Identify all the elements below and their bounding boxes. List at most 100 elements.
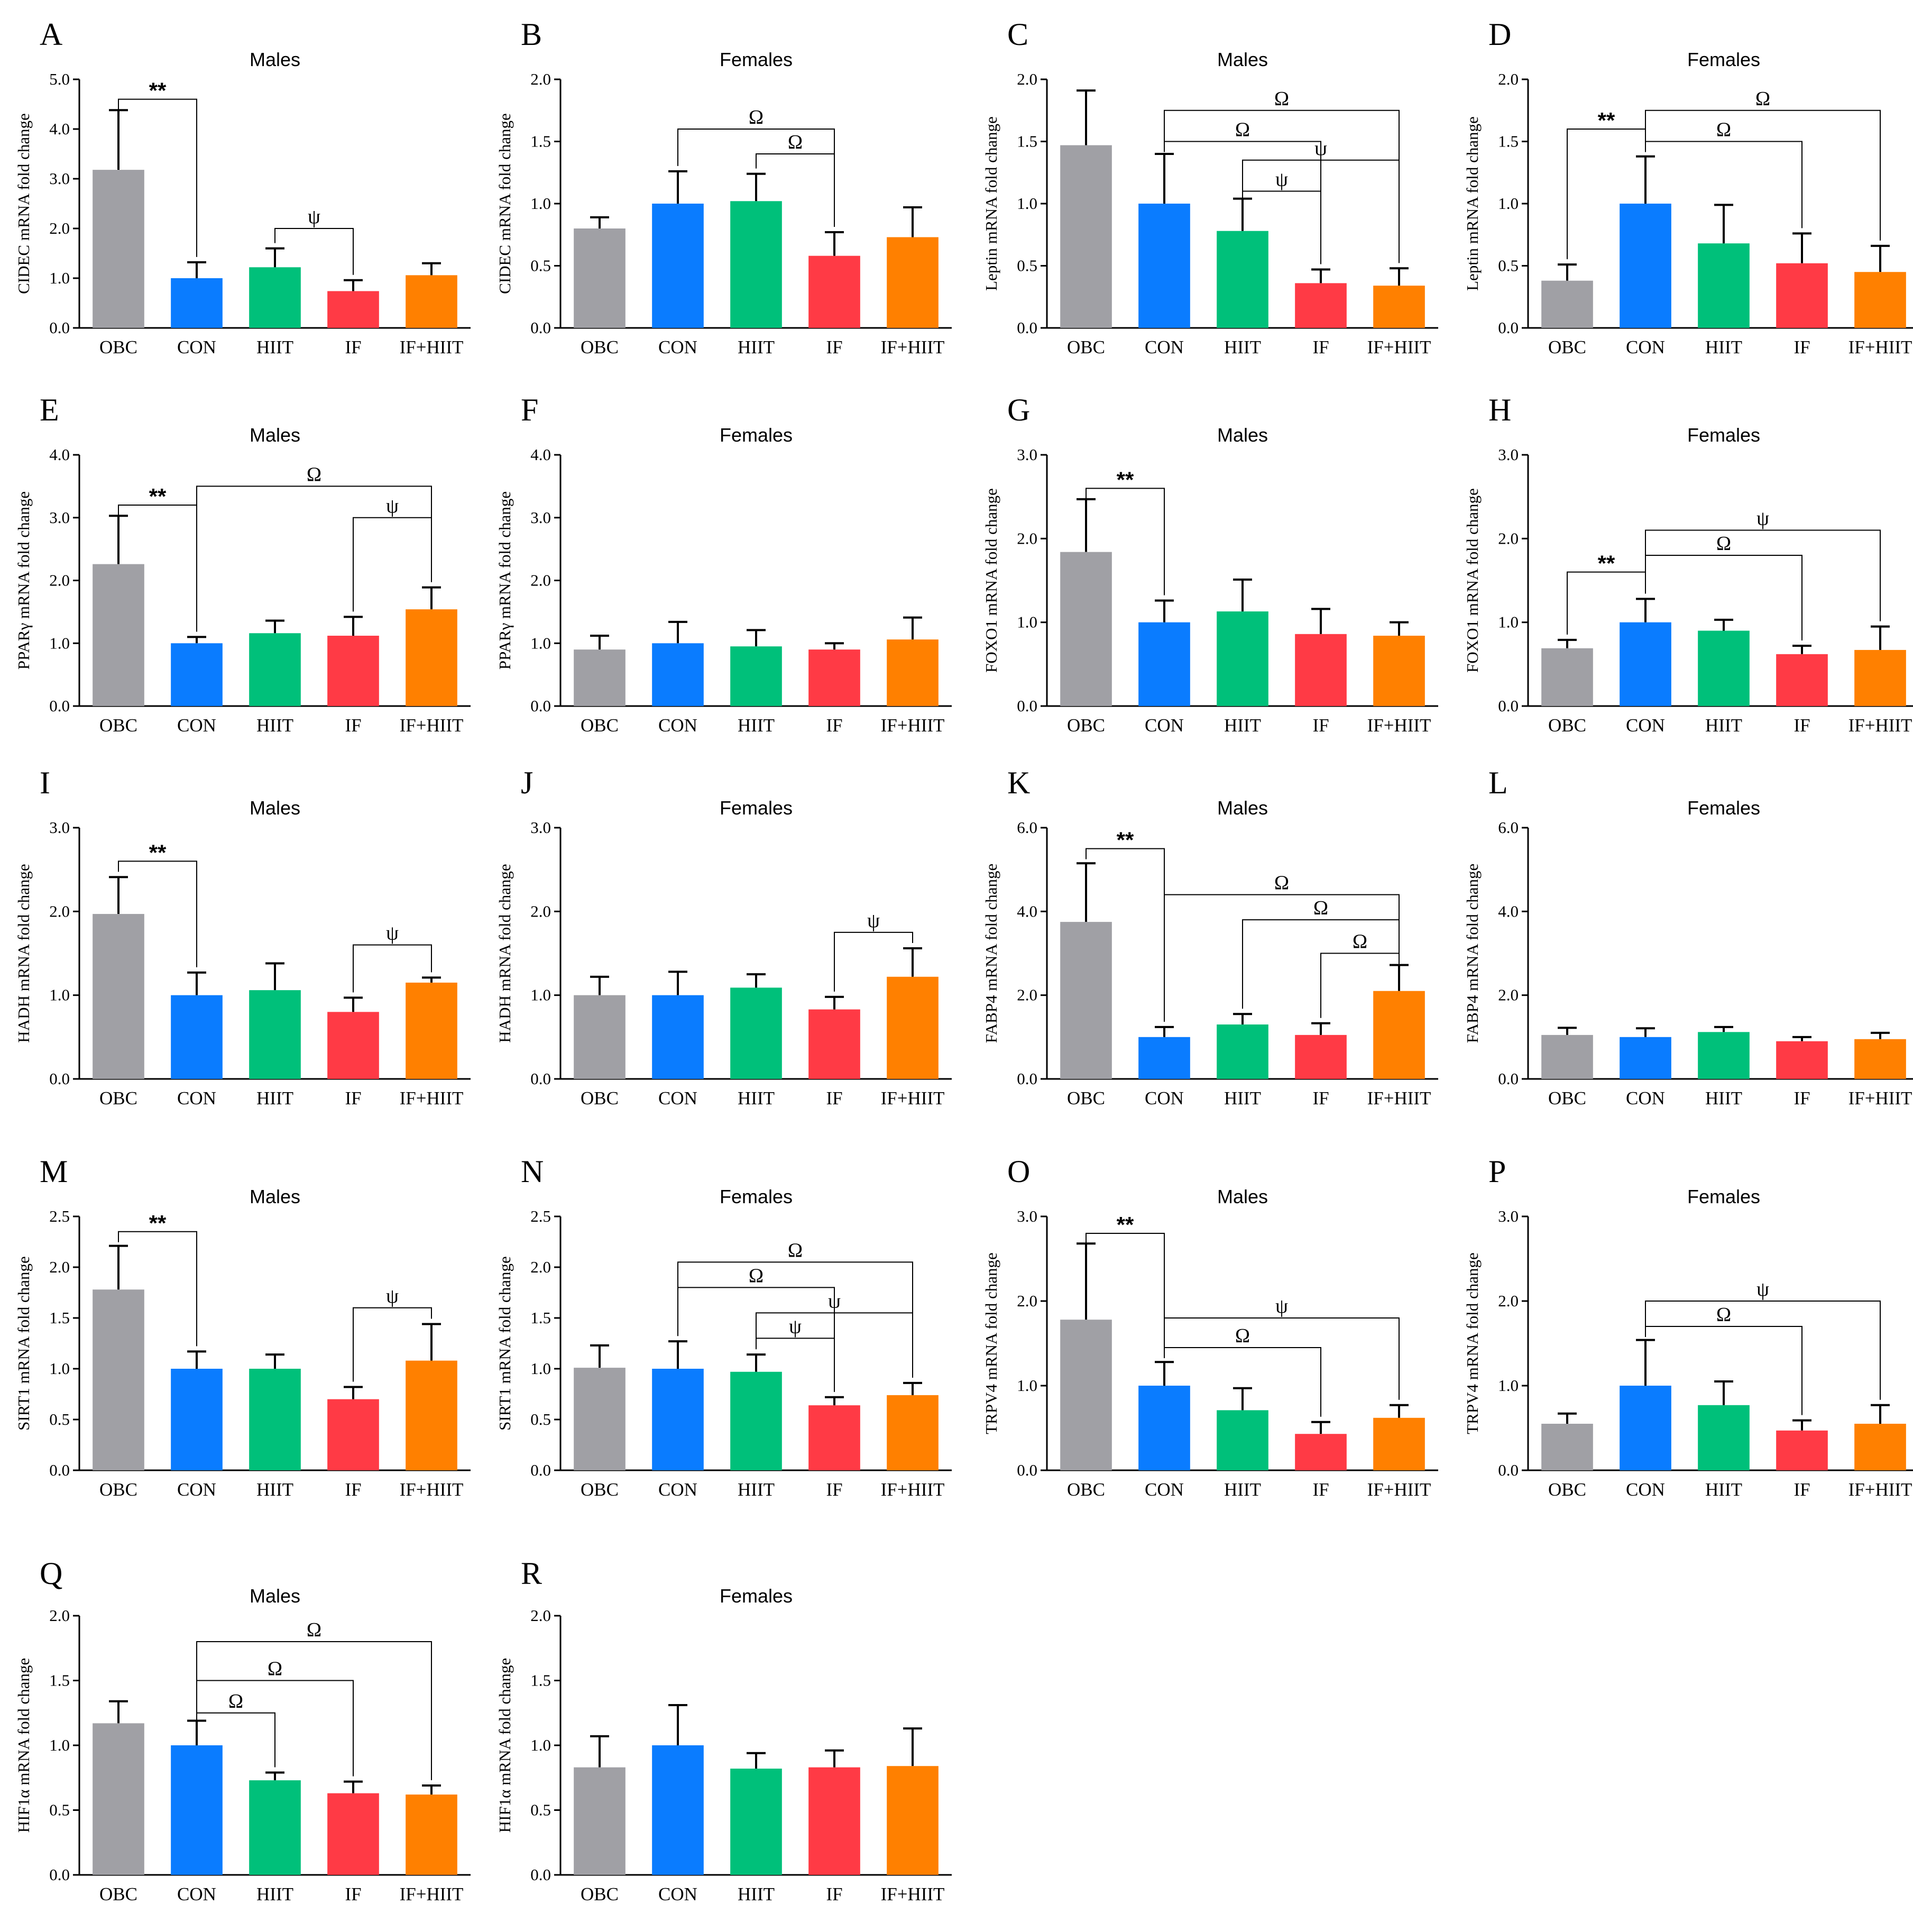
significance-symbol: ψ xyxy=(867,910,880,932)
bar-con xyxy=(652,204,704,328)
y-tick-label: 1.5 xyxy=(49,1671,70,1690)
y-tick-label: 3.0 xyxy=(530,508,551,527)
significance-bracket xyxy=(1645,1301,1881,1400)
bar-hiit xyxy=(1698,1405,1750,1470)
bar-if xyxy=(1776,1041,1828,1079)
y-tick-label: 2.0 xyxy=(530,1258,551,1276)
y-tick-label: 4.0 xyxy=(49,120,70,138)
bar-if xyxy=(808,1767,860,1875)
bar-obc xyxy=(1541,1034,1593,1079)
x-tick-label: CON xyxy=(177,1884,216,1904)
panel-letter: G xyxy=(1007,392,1030,427)
x-tick-label: CON xyxy=(177,1088,216,1109)
y-tick-label: 0.5 xyxy=(49,1410,70,1429)
bar-hiit xyxy=(730,646,782,706)
y-tick-label: 5.0 xyxy=(49,70,70,88)
y-tick-label: 1.0 xyxy=(49,1736,70,1754)
bar-con xyxy=(652,1369,704,1470)
significance-symbol: ψ xyxy=(308,206,320,228)
y-axis-label: HIF1α mRNA fold change xyxy=(14,1658,33,1833)
x-tick-label: IF xyxy=(1312,1479,1329,1500)
panel-letter: J xyxy=(521,765,533,800)
significance-bracket xyxy=(118,98,197,257)
significance-symbol: ** xyxy=(149,78,167,103)
bar-if+hiit xyxy=(1373,636,1425,706)
x-tick-label: HIIT xyxy=(1224,1088,1261,1109)
bar-obc xyxy=(1541,648,1593,706)
x-tick-label: CON xyxy=(1145,337,1184,358)
y-tick-label: 1.5 xyxy=(530,1671,551,1690)
panel-title: Males xyxy=(250,49,300,70)
panel-letter: K xyxy=(1007,765,1030,800)
panel-title: Females xyxy=(720,49,793,70)
bar-obc xyxy=(1541,280,1593,328)
significance-symbol: ** xyxy=(149,484,167,509)
panel-E: E Males PPARγ mRNA fold change 0.0 1.0 2.0 3.0… xyxy=(14,392,471,736)
bar-if+hiit xyxy=(1854,649,1906,706)
x-tick-label: HIIT xyxy=(738,1479,775,1500)
y-tick-label: 1.0 xyxy=(530,986,551,1004)
panel-M: M Males SIRT1 mRNA fold change 0.0 0.5 1.0 1.5… xyxy=(14,1154,471,1500)
y-tick-label: 1.0 xyxy=(49,986,70,1004)
y-tick-label: 0.0 xyxy=(49,1865,70,1884)
panel-letter: L xyxy=(1488,765,1508,800)
bar-obc xyxy=(93,1723,144,1875)
x-tick-label: OBC xyxy=(99,1884,137,1904)
y-tick-label: 2.0 xyxy=(530,902,551,920)
x-tick-label: HIIT xyxy=(256,1479,293,1500)
significance-symbol: ψ xyxy=(386,922,399,945)
y-axis-label: Leptin mRNA fold change xyxy=(1463,116,1482,291)
y-tick-label: 4.0 xyxy=(49,445,70,464)
bar-if+hiit xyxy=(406,1360,457,1470)
panel-H: H Females FOXO1 mRNA fold change 0.0 1.0 2.0 3… xyxy=(1463,392,1913,736)
significance-symbol: Ω xyxy=(1274,88,1289,110)
bar-hiit xyxy=(730,1371,782,1470)
bar-if+hiit xyxy=(1373,286,1425,328)
significance-bracket xyxy=(1242,159,1400,263)
y-tick-label: 1.5 xyxy=(530,1308,551,1327)
x-tick-label: IF xyxy=(1312,1088,1329,1109)
significance-symbol: ψ xyxy=(1275,1295,1288,1317)
x-tick-label: OBC xyxy=(1548,337,1586,358)
y-tick-label: 1.0 xyxy=(1017,613,1037,631)
x-tick-label: HIIT xyxy=(1224,715,1261,736)
x-tick-label: IF+HIIT xyxy=(1367,1088,1431,1109)
bar-obc xyxy=(574,228,626,328)
bar-hiit xyxy=(730,1769,782,1875)
bar-hiit xyxy=(1217,611,1268,706)
y-axis-label: FOXO1 mRNA fold change xyxy=(1463,488,1482,673)
panel-letter: M xyxy=(40,1154,68,1189)
significance-symbol: Ω xyxy=(228,1690,243,1713)
x-tick-label: IF xyxy=(345,337,361,358)
y-tick-label: 2.0 xyxy=(1017,986,1037,1004)
significance-bracket xyxy=(1645,1326,1802,1415)
bar-if xyxy=(808,649,860,706)
bar-obc xyxy=(574,1767,626,1875)
panel-P: P Females TRPV4 mRNA fold change 0.0 1.0 2.0 3… xyxy=(1463,1154,1913,1500)
panel-title: Males xyxy=(1217,49,1268,70)
y-tick-label: 3.0 xyxy=(530,818,551,837)
panel-title: Females xyxy=(720,1186,793,1207)
y-axis-label: HADH mRNA fold change xyxy=(14,864,33,1042)
x-tick-label: IF+HIIT xyxy=(1848,337,1912,358)
bar-if+hiit xyxy=(887,639,939,706)
significance-bracket xyxy=(1242,919,1400,1009)
y-tick-label: 0.5 xyxy=(49,1801,70,1819)
y-tick-label: 3.0 xyxy=(49,818,70,837)
panel-title: Males xyxy=(250,1585,300,1607)
y-axis-label: TRPV4 mRNA fold change xyxy=(982,1252,1000,1434)
y-axis-label: FABP4 mRNA fold change xyxy=(982,864,1000,1043)
panel-letter: Q xyxy=(40,1556,62,1591)
bar-hiit xyxy=(249,1780,301,1875)
significance-bracket xyxy=(1320,953,1400,1018)
bar-if+hiit xyxy=(406,1794,457,1875)
panel-letter: A xyxy=(40,17,62,52)
y-tick-label: 2.0 xyxy=(1017,70,1037,88)
y-tick-label: 0.0 xyxy=(1017,318,1037,337)
y-tick-label: 2.0 xyxy=(1498,1292,1519,1310)
x-tick-label: IF xyxy=(345,1884,361,1904)
significance-bracket xyxy=(1242,190,1321,264)
y-tick-label: 0.0 xyxy=(1017,1461,1037,1479)
bar-if xyxy=(327,636,379,706)
significance-bracket xyxy=(756,1312,913,1378)
